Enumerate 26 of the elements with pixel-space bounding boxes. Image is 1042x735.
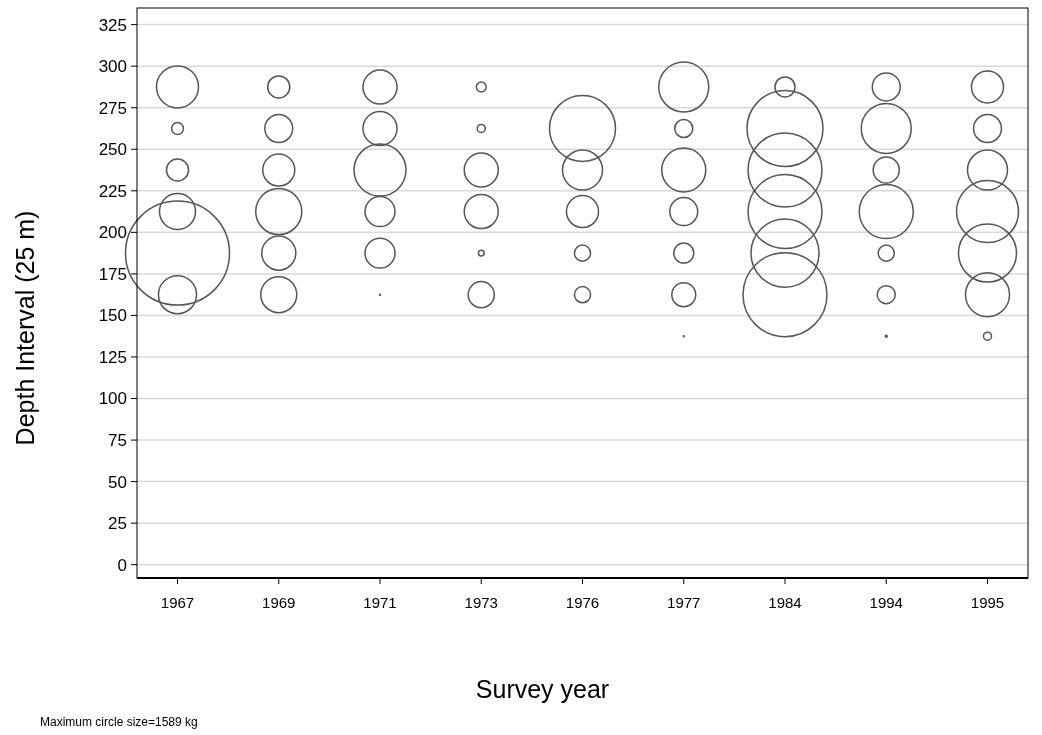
y-tick-label: 100	[98, 389, 127, 409]
y-tick-label: 275	[98, 98, 127, 118]
x-tick-label: 1969	[262, 594, 296, 611]
y-tick-label: 325	[98, 15, 127, 35]
x-axis-title: Survey year	[475, 675, 610, 703]
x-tick-label: 1971	[363, 594, 397, 611]
y-tick-label: 300	[98, 57, 127, 77]
y-tick-label: 250	[98, 140, 127, 160]
x-tick-label: 1995	[970, 594, 1005, 611]
x-tick-label: 1973	[464, 594, 498, 611]
y-axis-title: Depth Interval (25 m)	[11, 210, 39, 446]
y-tick-label: 75	[108, 431, 127, 451]
text: Maximum circle size=1589 kg	[40, 715, 198, 729]
x-tick-label: 1967	[160, 594, 195, 611]
y-tick-label: 0	[117, 555, 127, 575]
y-tick-label: 50	[108, 472, 127, 492]
y-tick-label: 175	[98, 264, 127, 284]
y-tick-label: 125	[98, 347, 127, 367]
y-tick-label: 225	[98, 181, 127, 201]
x-tick-label: 1994	[869, 594, 903, 611]
y-tick-label: 200	[98, 223, 127, 243]
x-tick-label: 1976	[565, 594, 600, 611]
y-tick-label: 150	[98, 306, 127, 326]
y-tick-label: 25	[108, 514, 127, 534]
x-tick-label: 1977	[667, 594, 701, 611]
x-tick-label: 1984	[768, 594, 802, 611]
